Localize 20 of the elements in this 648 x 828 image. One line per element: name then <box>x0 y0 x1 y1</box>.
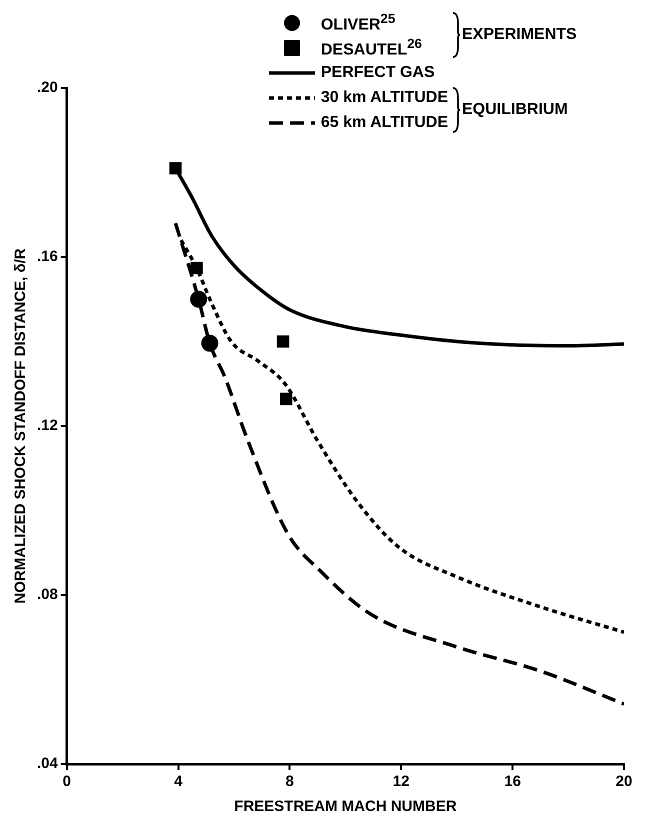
annotation: EQUILIBRIUM <box>462 101 568 119</box>
text: EXPERIMENTS <box>462 26 577 44</box>
x-tick-label: 4 <box>174 773 184 790</box>
legend-label: OLIVER$^{25}$ <box>320 10 396 34</box>
y-tick-label: .08 <box>36 586 58 604</box>
legend-label: 65 km ALTITUDE <box>320 114 448 132</box>
legend-label: PERFECT GAS <box>320 64 435 82</box>
x-tick-label: 8 <box>286 773 294 790</box>
x-tick-label: 0 <box>62 773 72 790</box>
legend-label: DESAUTEL$^{26}$ <box>320 36 422 60</box>
x-tick-label: 16 <box>504 773 521 790</box>
y-tick-label: .16 <box>36 248 58 266</box>
y-tick-label: .04 <box>36 755 58 772</box>
y-tick-label: .20 <box>36 79 58 96</box>
legend-label: 30 km ALTITUDE <box>320 88 448 106</box>
y-axis-title: NORMALIZED SHOCK STANDOFF DISTANCE, δ/R <box>12 248 30 604</box>
x-tick-label: 20 <box>616 773 632 790</box>
y-tick-label: .12 <box>36 417 58 434</box>
x-axis-title: FREESTREAM MACH NUMBER <box>234 798 457 816</box>
x-tick-label: 12 <box>392 773 410 790</box>
